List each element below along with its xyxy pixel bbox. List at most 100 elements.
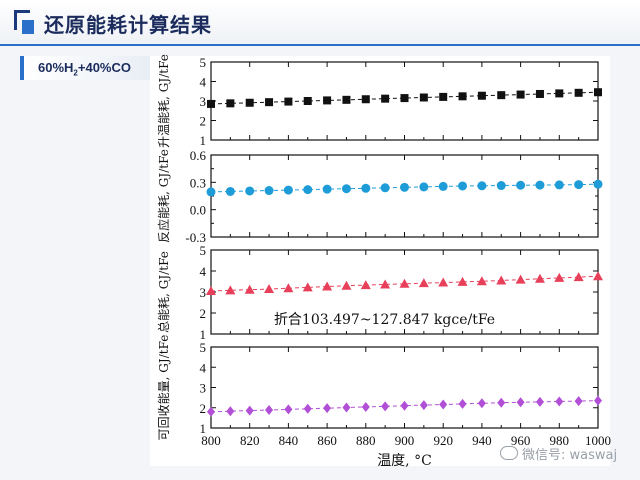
conversion-annotation: 折合103.497~127.847 kgce/tFe [274, 312, 495, 328]
data-point [400, 94, 409, 103]
data-point [497, 397, 506, 408]
data-point [574, 88, 583, 97]
data-point [322, 184, 332, 194]
y-tick-label: 3 [200, 381, 207, 396]
series-line [210, 275, 599, 292]
chart-panel-4: 1 2 3 4 5 可回收能量, GJ/tFe 800 820 840 860 880 900 920 9… [157, 335, 611, 469]
data-point [381, 401, 390, 412]
y-tick-label: 4 [200, 75, 207, 90]
x-tick-label: 820 [240, 433, 260, 448]
y-axis-label: 总能耗, GJ/tFe [157, 251, 171, 333]
data-point [438, 181, 448, 191]
data-point [477, 398, 486, 409]
data-point [516, 397, 525, 408]
data-point [516, 180, 526, 190]
data-point [439, 399, 448, 410]
y-axis-label: 升温能耗, GJ/tFe [157, 54, 171, 148]
data-point [225, 285, 236, 295]
data-point [225, 186, 235, 196]
data-point [515, 274, 526, 284]
x-tick-label: 940 [472, 433, 492, 448]
y-tick-label: 4 [200, 264, 207, 279]
y-tick-label: 2 [200, 306, 207, 321]
gas-subscript: 2 [73, 68, 78, 78]
chart-panel-1: 1 2 3 4 5 升温能耗, GJ/tFe [157, 54, 602, 148]
x-tick-label: 960 [511, 433, 531, 448]
chart-panel-3: 1 2 3 4 5 总能耗, GJ/tFe 折合103.497~127.847 kgce/t… [157, 243, 603, 342]
x-tick-label: 860 [317, 433, 337, 448]
y-tick-label: 0.6 [190, 148, 207, 163]
data-point [574, 396, 583, 407]
data-point [380, 279, 391, 289]
data-point [419, 400, 428, 411]
data-point [399, 278, 410, 288]
data-point [535, 89, 544, 98]
y-axis-label: 可回收能量, GJ/tFe [157, 335, 171, 441]
page-title: 还原能耗计算结果 [44, 13, 212, 37]
data-point [458, 92, 467, 101]
data-point [496, 181, 506, 191]
data-point [226, 99, 235, 108]
data-point [554, 272, 565, 282]
data-point [534, 273, 545, 283]
data-point [302, 282, 313, 292]
data-point [593, 271, 603, 281]
x-tick-label: 980 [550, 433, 570, 448]
data-point [244, 284, 255, 294]
data-point [381, 94, 390, 103]
series-line [210, 91, 599, 105]
data-point [245, 186, 255, 196]
data-point [438, 277, 449, 287]
data-point [323, 403, 332, 414]
data-point [323, 96, 332, 105]
gas-rest-text: +40%CO [77, 60, 131, 75]
data-point [496, 275, 507, 285]
data-point [284, 404, 293, 415]
data-point [245, 405, 254, 416]
data-point [555, 396, 564, 407]
data-point [264, 186, 274, 196]
y-tick-label: -0.3 [185, 230, 206, 245]
data-point [303, 403, 312, 414]
x-tick-label: 1000 [585, 433, 611, 448]
data-point [245, 98, 254, 107]
data-point [264, 284, 275, 294]
x-axis-label: 温度, °C [377, 453, 432, 469]
header-bar: 还原能耗计算结果 [0, 0, 640, 46]
watermark: 微信号: waswaj [500, 444, 617, 463]
data-point [477, 91, 486, 100]
y-tick-label: 1 [200, 133, 207, 148]
data-point [206, 187, 216, 197]
x-tick-label: 800 [201, 433, 221, 448]
data-point [206, 285, 216, 295]
data-point [400, 400, 409, 411]
plot-background [150, 56, 610, 466]
x-tick-label: 920 [433, 433, 453, 448]
watermark-text: 微信号: waswaj [522, 448, 618, 463]
gas-composition-tag: 60%H2+40%CO [20, 56, 150, 80]
data-point [555, 89, 564, 98]
y-tick-label: 0.0 [190, 203, 206, 218]
data-point [341, 280, 352, 290]
data-point [458, 398, 467, 409]
data-point [342, 402, 351, 413]
data-point [380, 183, 390, 193]
y-tick-label: 4 [200, 360, 207, 375]
data-point [284, 97, 293, 106]
chart-panel-2: -0.3 0.0 0.3 0.6 反应能耗, GJ/tFe [156, 148, 603, 245]
data-point [594, 395, 602, 406]
gas-main-text: 60%H [38, 60, 74, 75]
y-tick-label: 5 [200, 340, 207, 355]
data-point [573, 272, 584, 282]
data-point [594, 88, 602, 97]
y-tick-label: 2 [200, 114, 207, 129]
data-point [418, 278, 429, 288]
y-tick-label: 5 [200, 243, 207, 258]
data-point [360, 280, 371, 290]
y-tick-label: 3 [200, 285, 207, 300]
data-point [476, 276, 487, 286]
data-point [497, 91, 506, 100]
data-point [458, 181, 468, 191]
data-point [457, 276, 468, 286]
